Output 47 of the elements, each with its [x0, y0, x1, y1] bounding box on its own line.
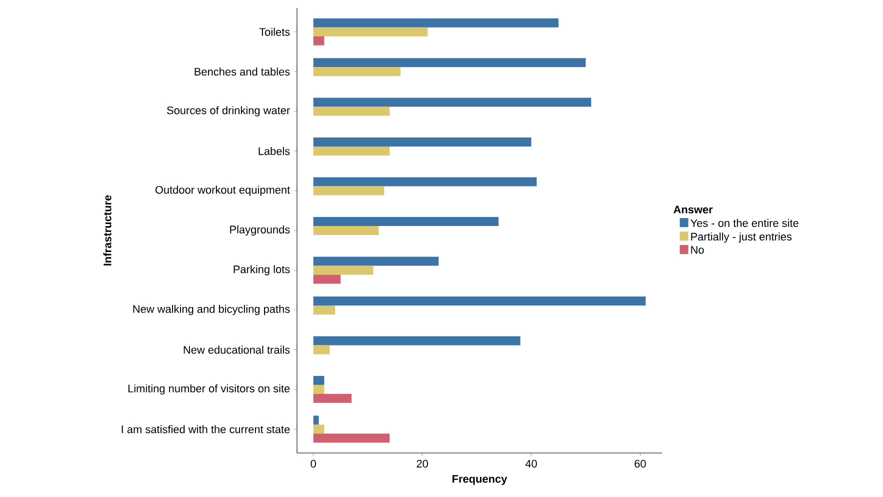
y-tick-label: Parking lots	[234, 265, 290, 276]
bar	[313, 36, 324, 46]
bar	[313, 27, 428, 36]
bar	[313, 18, 558, 28]
x-axis-title: Frequency	[452, 475, 508, 485]
bar	[313, 274, 341, 284]
bar	[313, 424, 324, 434]
bar	[313, 376, 324, 385]
bar	[313, 266, 374, 275]
bar	[313, 226, 379, 236]
bar	[313, 146, 390, 156]
bar	[313, 98, 592, 107]
bar	[313, 106, 390, 116]
y-tick-label: Playgrounds	[230, 225, 290, 236]
x-tick-label: 0	[310, 460, 316, 468]
bar	[313, 305, 336, 314]
x-tick-label: 40	[525, 460, 537, 468]
legend-label: No	[691, 246, 704, 254]
bar	[313, 394, 352, 403]
y-tick-label: New educational trails	[184, 346, 290, 354]
bar	[313, 186, 384, 196]
bar	[313, 217, 499, 226]
bar	[313, 67, 401, 76]
bar	[313, 138, 532, 147]
y-axis-title: Infrastructure	[103, 195, 112, 266]
y-tick-label: New walking and bicycling paths	[133, 304, 290, 316]
bar	[313, 177, 537, 186]
bar	[313, 434, 390, 443]
legend-label: Partially - just entries	[691, 232, 792, 243]
bar	[313, 58, 586, 68]
y-tick-label: Limiting number of visitors on site	[128, 384, 290, 395]
y-tick-label: Toilets	[259, 28, 290, 36]
y-tick-label: Sources of drinking water	[167, 106, 290, 116]
bar	[313, 256, 439, 266]
y-tick-label: Labels	[258, 147, 290, 156]
bar	[313, 416, 319, 425]
y-tick-label: I am satisfied with the current state	[122, 425, 290, 434]
bar	[313, 345, 330, 354]
legend-title: Answer	[674, 206, 713, 214]
legend-label: Yes - on the entire site	[690, 218, 798, 227]
y-tick-label: Outdoor workout equipment	[155, 186, 290, 196]
x-tick-label: 20	[416, 460, 428, 468]
x-tick-label: 60	[634, 460, 646, 468]
y-tick-label: Benches and tables	[194, 68, 290, 76]
bar	[313, 296, 646, 306]
bar	[313, 336, 520, 346]
bar	[313, 384, 324, 394]
